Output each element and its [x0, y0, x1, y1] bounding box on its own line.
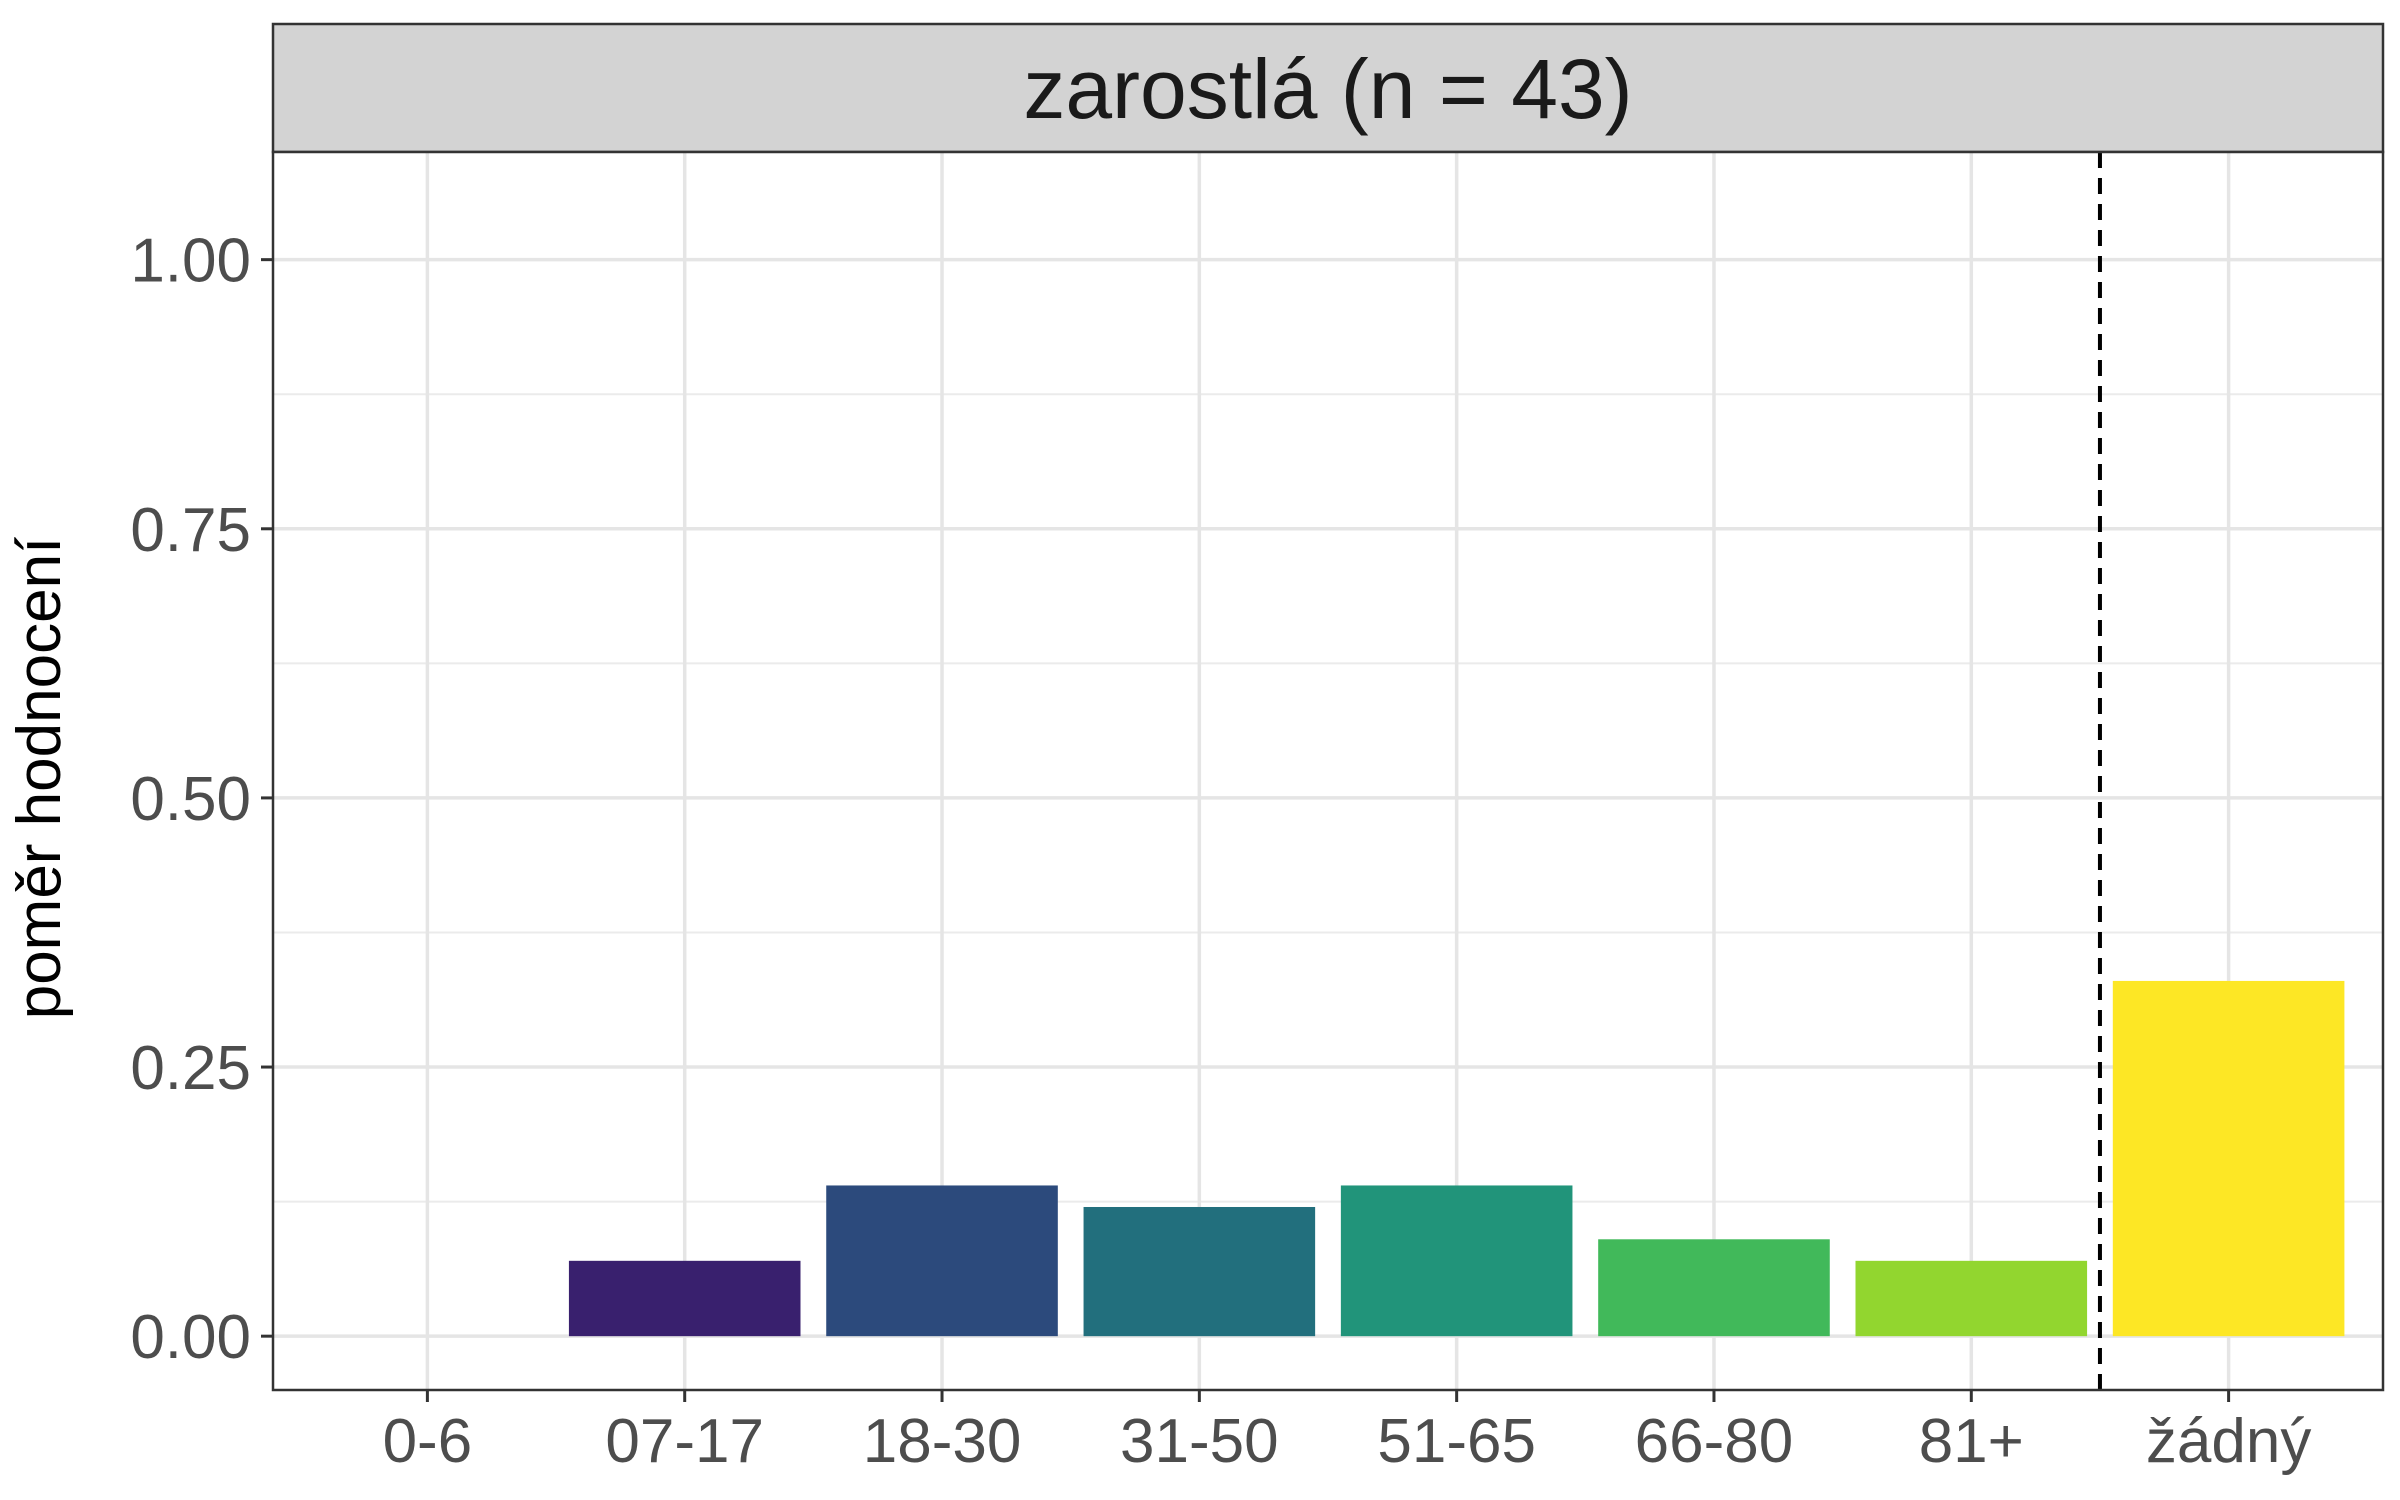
facet-strip-title: zarostlá (n = 43) [1023, 42, 1632, 136]
bars [568, 980, 2345, 1337]
x-tick-label: 31-50 [1120, 1407, 1279, 1476]
bar-07-17 [568, 1260, 801, 1337]
y-tick-label: 0.25 [130, 1034, 251, 1103]
y-axis-ticks: 0.00 0.25 0.50 0.75 1.00 [130, 227, 273, 1372]
bar-31-50 [1083, 1206, 1316, 1337]
bar-51-65 [1340, 1185, 1573, 1337]
x-tick-label: 18-30 [863, 1407, 1022, 1476]
bar-18-30 [826, 1185, 1058, 1337]
x-axis-ticks: 0-6 07-17 18-30 31-50 51-65 66-80 81+ žádný [383, 1390, 2311, 1476]
x-tick-label: žádný [2146, 1407, 2311, 1476]
plot-panel-border [271, 150, 2385, 1392]
y-tick-label: 0.00 [130, 1303, 251, 1372]
bar-66-80 [1598, 1239, 1830, 1337]
y-axis-title: poměr hodnocení [5, 537, 74, 1020]
x-tick-label: 07-17 [605, 1407, 764, 1476]
facet-strip [271, 22, 2385, 154]
grid-lines [273, 152, 2383, 1390]
x-tick-label: 81+ [1919, 1407, 2024, 1476]
y-tick-label: 0.50 [130, 765, 251, 834]
y-tick-label: 0.75 [130, 496, 251, 565]
y-tick-label: 1.00 [130, 227, 251, 296]
plot-panel [273, 152, 2383, 1390]
x-tick-label: 66-80 [1635, 1407, 1794, 1476]
x-tick-label: 0-6 [383, 1407, 473, 1476]
bar-žádný [2112, 980, 2345, 1337]
x-tick-label: 51-65 [1377, 1407, 1536, 1476]
bar-81+ [1855, 1260, 2088, 1337]
